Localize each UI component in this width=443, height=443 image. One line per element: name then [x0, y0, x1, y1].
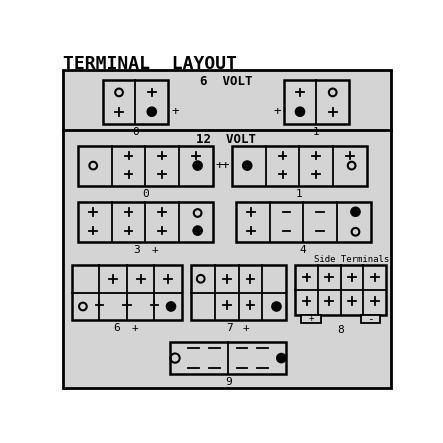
- Circle shape: [295, 107, 305, 117]
- Bar: [171, 342, 286, 374]
- Circle shape: [272, 302, 281, 311]
- Bar: [232, 146, 367, 186]
- Text: 1: 1: [313, 127, 320, 137]
- Text: +: +: [131, 323, 138, 334]
- Text: +: +: [171, 105, 179, 118]
- Text: +: +: [216, 159, 223, 172]
- Text: -: -: [367, 314, 373, 324]
- Text: +: +: [308, 315, 314, 323]
- Bar: [191, 265, 286, 320]
- Text: 6: 6: [113, 323, 120, 334]
- Text: +: +: [222, 159, 229, 172]
- Bar: [72, 265, 182, 320]
- Text: Side Terminals: Side Terminals: [314, 255, 389, 264]
- Circle shape: [351, 207, 360, 216]
- Circle shape: [167, 302, 175, 311]
- Circle shape: [147, 107, 156, 117]
- Bar: [361, 315, 380, 323]
- Text: 4: 4: [300, 245, 307, 255]
- Text: 12  VOLT: 12 VOLT: [196, 133, 256, 146]
- Text: +: +: [243, 323, 250, 334]
- Text: 0: 0: [142, 189, 149, 198]
- Text: 6  VOLT: 6 VOLT: [200, 75, 252, 88]
- Text: 8: 8: [337, 325, 344, 335]
- Bar: [236, 202, 371, 242]
- Bar: [284, 80, 349, 124]
- Circle shape: [193, 161, 202, 170]
- Text: +: +: [273, 105, 280, 118]
- Text: 7: 7: [226, 323, 233, 334]
- Text: TERMINAL  LAYOUT: TERMINAL LAYOUT: [62, 54, 237, 73]
- Bar: [301, 315, 321, 323]
- Text: 9: 9: [225, 377, 232, 387]
- Bar: [78, 146, 213, 186]
- Text: +: +: [151, 245, 158, 255]
- Bar: [295, 265, 386, 315]
- Text: 3: 3: [133, 245, 140, 255]
- Circle shape: [243, 161, 252, 170]
- Bar: [78, 202, 213, 242]
- Text: 1: 1: [296, 189, 303, 198]
- Text: 0: 0: [132, 127, 139, 137]
- Circle shape: [277, 354, 286, 363]
- Circle shape: [193, 226, 202, 235]
- Bar: [103, 80, 168, 124]
